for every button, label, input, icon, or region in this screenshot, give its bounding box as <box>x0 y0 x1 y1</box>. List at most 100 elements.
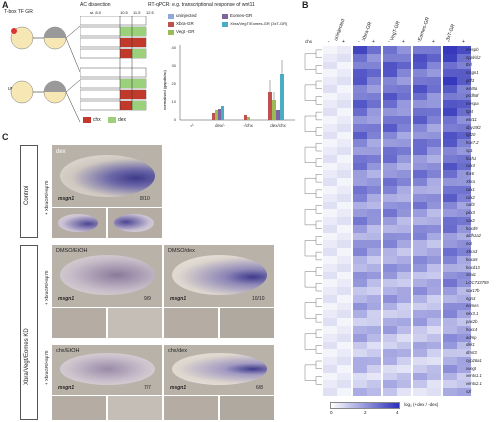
heatmap-cell <box>337 209 351 218</box>
bar <box>268 92 272 120</box>
kd-thumb <box>164 396 218 420</box>
gene-label: aldh1a2 <box>466 233 481 239</box>
heatmap-cell <box>383 256 397 265</box>
heatmap-cell <box>337 364 351 373</box>
heatmap-cell <box>413 294 427 303</box>
heatmap-cell <box>383 69 397 78</box>
gene-label: gdf3 <box>466 77 475 83</box>
heatmap-cell <box>323 108 337 117</box>
heatmap-cell <box>413 139 427 148</box>
heatmap-cell <box>337 92 351 101</box>
heatmap-cell <box>413 61 427 70</box>
heatmap-cell <box>457 217 471 226</box>
heatmap-cell <box>443 116 457 125</box>
heatmap-cell <box>323 248 337 257</box>
chx-label: chx <box>305 39 313 44</box>
heatmap-cell <box>427 108 441 117</box>
heatmap-cell <box>337 372 351 381</box>
heatmap-cell <box>383 310 397 319</box>
bar <box>212 113 215 120</box>
heatmap-cell <box>397 287 411 296</box>
heatmap-cell <box>367 84 381 93</box>
gene-label: mespb <box>466 46 479 52</box>
gene-label: cdx4 <box>466 163 475 169</box>
heatmap-cell <box>443 357 457 366</box>
heatmap-cell <box>323 69 337 78</box>
heatmap <box>323 46 471 397</box>
construct-label: + XbraGR/Hsp70 <box>44 350 49 385</box>
gene-label: LOC733759 <box>466 280 489 286</box>
heatmap-cell <box>353 232 367 241</box>
heatmap-cell <box>383 108 397 117</box>
heatmap-cell <box>443 92 457 101</box>
heatmap-cell <box>413 388 427 397</box>
heatmap-cell <box>427 92 441 101</box>
heatmap-cell <box>427 224 441 233</box>
heatmap-cell <box>337 318 351 327</box>
heatmap-cell <box>427 364 441 373</box>
heatmap-cell <box>367 186 381 195</box>
heatmap-cell <box>397 217 411 226</box>
heatmap-cell <box>383 318 397 327</box>
gene-label: dmrt3 <box>466 350 477 356</box>
heatmap-cell <box>413 310 427 319</box>
heatmap-cell <box>443 178 457 187</box>
dendrogram-branches <box>304 49 322 385</box>
heatmap-cell <box>353 162 367 171</box>
heatmap-cell <box>367 349 381 358</box>
heatmap-cell <box>397 388 411 397</box>
heatmap-cell <box>383 263 397 272</box>
heatmap-cell <box>443 100 457 109</box>
heatmap-cell <box>427 388 441 397</box>
heatmap-cell <box>383 147 397 156</box>
heatmap-cell <box>427 77 441 86</box>
legend-chx-label: chx <box>93 117 101 123</box>
heatmap-cell <box>443 294 457 303</box>
legend-swatch-xbra <box>168 22 174 27</box>
count-label: 9/9 <box>144 296 151 302</box>
heatmap-cell <box>367 46 381 55</box>
heatmap-cell <box>353 147 367 156</box>
heatmap-cell <box>367 100 381 109</box>
heatmap-cell <box>397 271 411 280</box>
heatmap-cell <box>383 333 397 342</box>
heatmap-cell <box>413 248 427 257</box>
heatmap-cell <box>443 341 457 350</box>
heatmap-cell <box>443 170 457 179</box>
heatmap-cell <box>427 46 441 55</box>
heatmap-cell <box>413 224 427 233</box>
heatmap-cell <box>397 310 411 319</box>
kd-thumb <box>52 396 106 420</box>
heatmap-cell <box>413 217 427 226</box>
heatmap-cell <box>413 279 427 288</box>
colorbar <box>330 402 400 409</box>
count-label: 7/7 <box>144 385 151 391</box>
heatmap-cell <box>443 263 457 272</box>
chx-sign: - <box>418 39 420 45</box>
heatmap-cell <box>383 326 397 335</box>
heatmap-cell <box>443 147 457 156</box>
heatmap-cell <box>337 302 351 311</box>
heatmap-cell <box>413 53 427 62</box>
heatmap-cell <box>383 349 397 358</box>
gene-label: szl <box>466 389 472 394</box>
heatmap-cell <box>323 349 337 358</box>
heatmap-cell <box>353 240 367 249</box>
heatmap-cell <box>413 162 427 171</box>
heatmap-cell <box>383 201 397 210</box>
heatmap-cell <box>383 357 397 366</box>
heatmap-cell <box>323 271 337 280</box>
stage-label: 11.5 <box>133 10 141 15</box>
heatmap-cell <box>443 248 457 257</box>
heatmap-cell <box>427 263 441 272</box>
heatmap-cell <box>367 310 381 319</box>
heatmap-cell <box>443 326 457 335</box>
wnt11-bar-chart: 40 30 20 10 0 normalised (gapdh/ac) -/- … <box>162 45 295 128</box>
heatmap-cell <box>353 380 367 389</box>
heatmap-cell <box>413 302 427 311</box>
heatmap-cell <box>367 53 381 62</box>
heatmap-cell <box>337 108 351 117</box>
heatmap-cell <box>323 84 337 93</box>
heatmap-cell <box>427 333 441 342</box>
heatmap-cell <box>367 61 381 70</box>
